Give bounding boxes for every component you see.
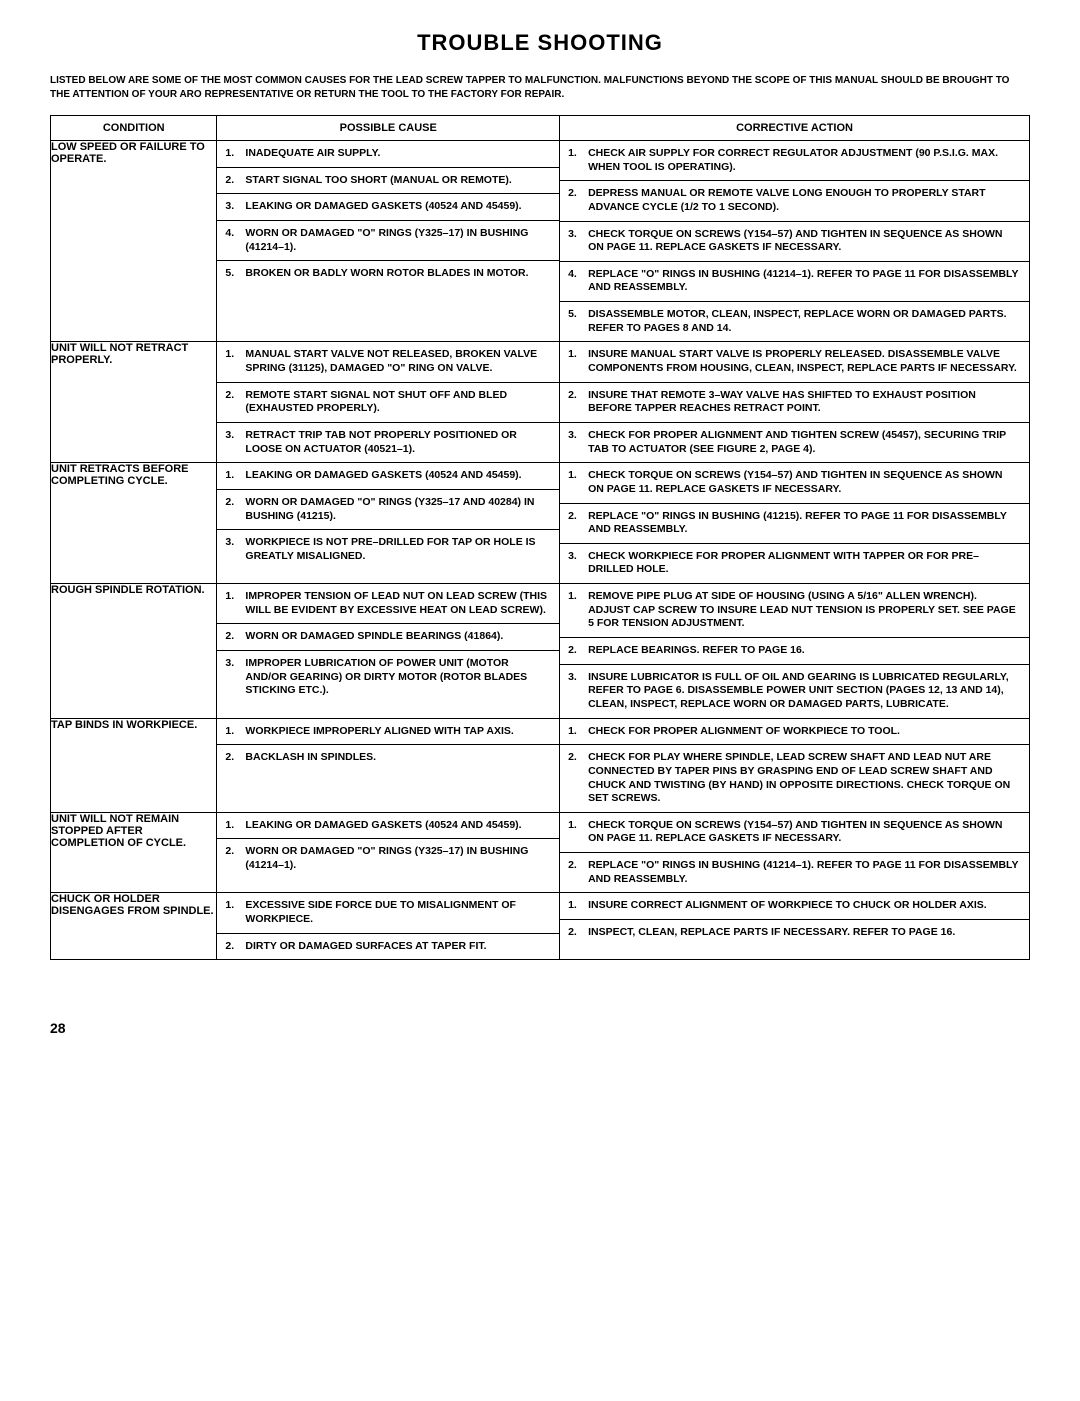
cause-item: START SIGNAL TOO SHORT (MANUAL OR REMOTE… (217, 167, 559, 194)
cause-item: LEAKING OR DAMAGED GASKETS (40524 AND 45… (217, 463, 559, 489)
cause-cell: LEAKING OR DAMAGED GASKETS (40524 AND 45… (217, 463, 560, 584)
cause-item: REMOTE START SIGNAL NOT SHUT OFF AND BLE… (217, 382, 559, 422)
condition-cell: UNIT WILL NOT RETRACT PROPERLY. (51, 342, 217, 463)
cause-cell: WORKPIECE IMPROPERLY ALIGNED WITH TAP AX… (217, 718, 560, 812)
condition-cell: UNIT WILL NOT REMAIN STOPPED AFTER COMPL… (51, 812, 217, 893)
header-condition: CONDITION (51, 116, 217, 141)
condition-cell: LOW SPEED OR FAILURE TO OPERATE. (51, 141, 217, 342)
action-item: DISASSEMBLE MOTOR, CLEAN, INSPECT, REPLA… (560, 301, 1029, 341)
action-item: REPLACE "O" RINGS IN BUSHING (41215). RE… (560, 503, 1029, 543)
intro-text: LISTED BELOW ARE SOME OF THE MOST COMMON… (50, 74, 1030, 101)
action-item: REPLACE BEARINGS. REFER TO PAGE 16. (560, 637, 1029, 664)
action-item: CHECK WORKPIECE FOR PROPER ALIGNMENT WIT… (560, 543, 1029, 583)
cause-item: WORN OR DAMAGED "O" RINGS (Y325–17 AND 4… (217, 489, 559, 529)
action-item: CHECK FOR PROPER ALIGNMENT AND TIGHTEN S… (560, 422, 1029, 462)
action-cell: CHECK FOR PROPER ALIGNMENT OF WORKPIECE … (560, 718, 1030, 812)
table-row: TAP BINDS IN WORKPIECE.WORKPIECE IMPROPE… (51, 718, 1030, 812)
cause-item: LEAKING OR DAMAGED GASKETS (40524 AND 45… (217, 813, 559, 839)
condition-cell: CHUCK OR HOLDER DISENGAGES FROM SPINDLE. (51, 893, 217, 960)
cause-item: IMPROPER TENSION OF LEAD NUT ON LEAD SCR… (217, 584, 559, 623)
header-cause: POSSIBLE CAUSE (217, 116, 560, 141)
condition-cell: UNIT RETRACTS BEFORE COMPLETING CYCLE. (51, 463, 217, 584)
action-item: DEPRESS MANUAL OR REMOTE VALVE LONG ENOU… (560, 180, 1029, 220)
cause-item: WORKPIECE IMPROPERLY ALIGNED WITH TAP AX… (217, 719, 559, 745)
cause-item: MANUAL START VALVE NOT RELEASED, BROKEN … (217, 342, 559, 381)
action-item: CHECK FOR PROPER ALIGNMENT OF WORKPIECE … (560, 719, 1029, 745)
action-item: REPLACE "O" RINGS IN BUSHING (41214–1). … (560, 852, 1029, 892)
action-cell: CHECK TORQUE ON SCREWS (Y154–57) AND TIG… (560, 812, 1030, 893)
cause-item: WORN OR DAMAGED "O" RINGS (Y325–17) IN B… (217, 220, 559, 260)
table-row: CHUCK OR HOLDER DISENGAGES FROM SPINDLE.… (51, 893, 1030, 960)
cause-item: WORN OR DAMAGED SPINDLE BEARINGS (41864)… (217, 623, 559, 650)
cause-item: RETRACT TRIP TAB NOT PROPERLY POSITIONED… (217, 422, 559, 462)
action-item: INSURE CORRECT ALIGNMENT OF WORKPIECE TO… (560, 893, 1029, 919)
cause-cell: LEAKING OR DAMAGED GASKETS (40524 AND 45… (217, 812, 560, 893)
action-item: INSURE MANUAL START VALVE IS PROPERLY RE… (560, 342, 1029, 381)
page-title: TROUBLE SHOOTING (50, 30, 1030, 56)
action-item: INSPECT, CLEAN, REPLACE PARTS IF NECESSA… (560, 919, 1029, 946)
action-cell: REMOVE PIPE PLUG AT SIDE OF HOUSING (USI… (560, 584, 1030, 718)
cause-cell: INADEQUATE AIR SUPPLY.START SIGNAL TOO S… (217, 141, 560, 342)
cause-item: LEAKING OR DAMAGED GASKETS (40524 AND 45… (217, 193, 559, 220)
cause-item: DIRTY OR DAMAGED SURFACES AT TAPER FIT. (217, 933, 559, 960)
action-cell: INSURE CORRECT ALIGNMENT OF WORKPIECE TO… (560, 893, 1030, 960)
table-header-row: CONDITION POSSIBLE CAUSE CORRECTIVE ACTI… (51, 116, 1030, 141)
action-cell: CHECK TORQUE ON SCREWS (Y154–57) AND TIG… (560, 463, 1030, 584)
cause-item: WORN OR DAMAGED "O" RINGS (Y325–17) IN B… (217, 838, 559, 878)
table-row: ROUGH SPINDLE ROTATION.IMPROPER TENSION … (51, 584, 1030, 718)
cause-cell: EXCESSIVE SIDE FORCE DUE TO MISALIGNMENT… (217, 893, 560, 960)
action-item: CHECK AIR SUPPLY FOR CORRECT REGULATOR A… (560, 141, 1029, 180)
page-number: 28 (50, 1020, 1030, 1036)
cause-item: IMPROPER LUBRICATION OF POWER UNIT (MOTO… (217, 650, 559, 704)
action-item: CHECK TORQUE ON SCREWS (Y154–57) AND TIG… (560, 221, 1029, 261)
table-row: UNIT WILL NOT RETRACT PROPERLY.MANUAL ST… (51, 342, 1030, 463)
action-item: INSURE LUBRICATOR IS FULL OF OIL AND GEA… (560, 664, 1029, 718)
table-row: UNIT RETRACTS BEFORE COMPLETING CYCLE.LE… (51, 463, 1030, 584)
action-cell: INSURE MANUAL START VALVE IS PROPERLY RE… (560, 342, 1030, 463)
action-item: REMOVE PIPE PLUG AT SIDE OF HOUSING (USI… (560, 584, 1029, 637)
header-action: CORRECTIVE ACTION (560, 116, 1030, 141)
table-row: LOW SPEED OR FAILURE TO OPERATE.INADEQUA… (51, 141, 1030, 342)
action-cell: CHECK AIR SUPPLY FOR CORRECT REGULATOR A… (560, 141, 1030, 342)
troubleshooting-table: CONDITION POSSIBLE CAUSE CORRECTIVE ACTI… (50, 115, 1030, 960)
table-row: UNIT WILL NOT REMAIN STOPPED AFTER COMPL… (51, 812, 1030, 893)
cause-item: INADEQUATE AIR SUPPLY. (217, 141, 559, 167)
cause-cell: IMPROPER TENSION OF LEAD NUT ON LEAD SCR… (217, 584, 560, 718)
cause-cell: MANUAL START VALVE NOT RELEASED, BROKEN … (217, 342, 560, 463)
action-item: INSURE THAT REMOTE 3–WAY VALVE HAS SHIFT… (560, 382, 1029, 422)
condition-cell: TAP BINDS IN WORKPIECE. (51, 718, 217, 812)
action-item: CHECK FOR PLAY WHERE SPINDLE, LEAD SCREW… (560, 744, 1029, 812)
cause-item: WORKPIECE IS NOT PRE–DRILLED FOR TAP OR … (217, 529, 559, 569)
action-item: CHECK TORQUE ON SCREWS (Y154–57) AND TIG… (560, 813, 1029, 852)
cause-item: BACKLASH IN SPINDLES. (217, 744, 559, 771)
condition-cell: ROUGH SPINDLE ROTATION. (51, 584, 217, 718)
cause-item: BROKEN OR BADLY WORN ROTOR BLADES IN MOT… (217, 260, 559, 287)
action-item: REPLACE "O" RINGS IN BUSHING (41214–1). … (560, 261, 1029, 301)
action-item: CHECK TORQUE ON SCREWS (Y154–57) AND TIG… (560, 463, 1029, 502)
cause-item: EXCESSIVE SIDE FORCE DUE TO MISALIGNMENT… (217, 893, 559, 932)
